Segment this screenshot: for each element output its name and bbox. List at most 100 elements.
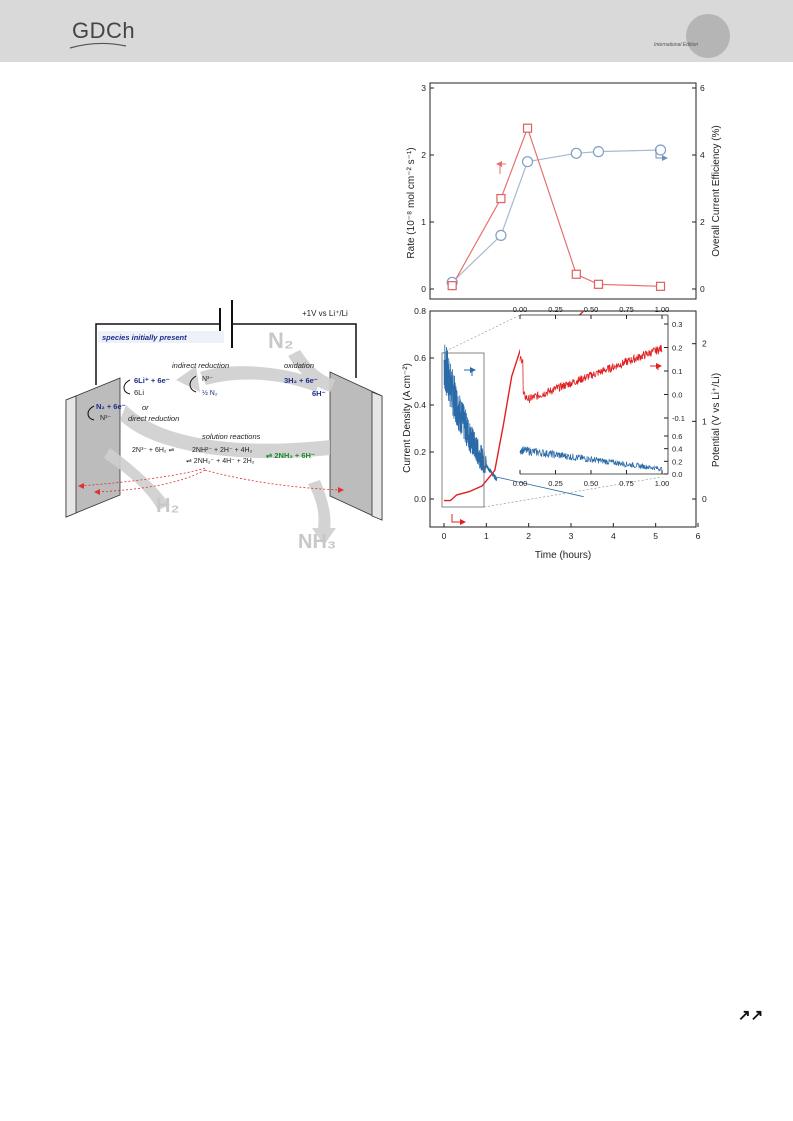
species-label: species initially present bbox=[102, 333, 187, 342]
inset-right-top-tick-label: 0.2 bbox=[672, 344, 682, 353]
red-arrowheads bbox=[78, 483, 344, 495]
top-right-tick-label: 4 bbox=[700, 150, 705, 160]
rate-axis-arrowhead bbox=[496, 161, 502, 167]
journal-header: GDCh International Edition bbox=[0, 0, 793, 62]
inset-potential-trace bbox=[519, 345, 663, 403]
voltage-label: +1V vs Li⁺/Li bbox=[302, 309, 348, 318]
inset-bottom-x-tick-label: 0.75 bbox=[619, 479, 634, 488]
solution-left: 2N³⁻ + 6H₂ ⇌ bbox=[132, 447, 175, 454]
top-left-tick-label: 1 bbox=[421, 217, 426, 227]
efficiency-point bbox=[570, 147, 582, 159]
li-product: 6Li bbox=[134, 388, 144, 397]
logo-swoosh-icon bbox=[69, 42, 127, 49]
inset-right-bottom-tick-label: 0.4 bbox=[672, 445, 682, 454]
oxidation-label: oxidation bbox=[284, 361, 314, 370]
bottom-left-tick-label: 0.2 bbox=[414, 447, 426, 457]
top-plot-frame bbox=[429, 82, 697, 300]
bottom-left-tick-label: 0.0 bbox=[414, 494, 426, 504]
bottom-ylabel-right: Potential (V vs Li⁺/Li) bbox=[711, 373, 722, 467]
or-label: or bbox=[142, 403, 149, 412]
bottom-xlabel: Time (hours) bbox=[535, 550, 591, 561]
inset-bottom-x-tick-label: 1.00 bbox=[655, 479, 670, 488]
efficiency-point bbox=[592, 146, 605, 158]
bottom-ylabel-left: Current Density (A cm⁻²) bbox=[402, 363, 413, 473]
bottom-left-tick-label: 0.6 bbox=[414, 353, 426, 363]
top-right-tick-label: 2 bbox=[700, 217, 705, 227]
zoom-box bbox=[441, 352, 485, 508]
gas-n2-label: N₂ bbox=[268, 328, 294, 353]
inset-right-bottom-tick-label: 0.6 bbox=[672, 432, 682, 441]
inset-right-top-tick-label: 0.3 bbox=[672, 320, 682, 329]
continue-arrows-icon: ↗↗ bbox=[738, 1007, 764, 1024]
h2-reaction: 3H₂ + 6e⁻ bbox=[284, 376, 318, 385]
zoom-line-top bbox=[441, 314, 521, 354]
inset-right-top-tick-label: 0.1 bbox=[672, 367, 682, 376]
top-ylabel-right: Overall Current Efficiency (%) bbox=[711, 125, 722, 257]
red-dashed-arrows bbox=[79, 467, 341, 493]
inset-current-trace bbox=[519, 446, 663, 472]
rate-point bbox=[571, 269, 581, 279]
bottom-x-tick-label: 5 bbox=[653, 531, 658, 541]
zoom-line-bottom bbox=[483, 475, 669, 508]
potential-axis-arrowhead bbox=[460, 519, 466, 525]
bottom-x-tick-label: 6 bbox=[696, 531, 701, 541]
inset-top-x-tick-label: 0.50 bbox=[584, 305, 599, 314]
solution-reactions-label: solution reactions bbox=[202, 432, 261, 441]
edition-label: International Edition bbox=[654, 42, 699, 48]
rate-point bbox=[447, 281, 457, 291]
indirect-reduction-label: indirect reduction bbox=[172, 361, 229, 370]
top-right-tick-label: 0 bbox=[700, 284, 705, 294]
bottom-plot-frame bbox=[429, 310, 697, 528]
inset-top-x-tick-label: 1.00 bbox=[655, 305, 670, 314]
potential-axis-arrow bbox=[451, 514, 462, 523]
efficiency-point bbox=[521, 156, 534, 168]
top-ylabel-left: Rate (10⁻⁸ mol cm⁻² s⁻¹) bbox=[406, 147, 417, 258]
li-reaction: 6Li⁺ + 6e⁻ bbox=[134, 376, 170, 385]
current-axis-arrowhead bbox=[470, 367, 476, 373]
bottom-right-tick-label: 1 bbox=[702, 416, 707, 426]
efficiency-point bbox=[495, 229, 507, 241]
rate-point bbox=[593, 279, 604, 289]
inset-right-top-tick-label: -0.1 bbox=[672, 414, 685, 423]
bottom-x-tick-label: 1 bbox=[484, 531, 489, 541]
inset-top-x-tick-label: 0.00 bbox=[513, 305, 528, 314]
efficiency-line bbox=[451, 149, 661, 283]
gas-nh3-label: NH₃ bbox=[298, 531, 336, 553]
rate-line bbox=[451, 126, 661, 287]
solution-line1: 2NH²⁻ + 2H⁻ + 4H₂ bbox=[192, 447, 253, 454]
solution-right: ⇌ 2NH₃ + 6H⁻ bbox=[266, 451, 315, 460]
top-left-tick-label: 2 bbox=[421, 150, 426, 160]
n2-direct: N₂ + 6e⁻ bbox=[96, 402, 126, 411]
inset-top-x-tick-label: 0.25 bbox=[548, 305, 563, 314]
inset-right-top-tick-label: 0.0 bbox=[672, 391, 682, 400]
current-density-trace bbox=[443, 344, 584, 498]
bottom-left-tick-label: 0.4 bbox=[414, 400, 426, 410]
inset-bottom-x-tick-label: 0.00 bbox=[513, 479, 528, 488]
edition-badge bbox=[686, 14, 730, 58]
h-minus: 6H⁻ bbox=[312, 389, 326, 398]
bottom-left-tick-label: 0.8 bbox=[414, 306, 426, 316]
small-curve-arrows bbox=[87, 375, 197, 421]
bottom-x-tick-label: 3 bbox=[569, 531, 574, 541]
top-right-tick-label: 6 bbox=[700, 83, 705, 93]
inset-bottom-x-tick-label: 0.25 bbox=[548, 479, 563, 488]
inset-top-x-tick-label: 0.75 bbox=[619, 305, 634, 314]
inset-potential-arrowhead bbox=[656, 363, 662, 369]
solution-line2: ⇌ 2NH₂⁻ + 4H⁻ + 2H₂ bbox=[186, 458, 255, 465]
bottom-right-tick-label: 0 bbox=[702, 494, 707, 504]
half-n2: ½ N₂ bbox=[202, 389, 218, 397]
species-box bbox=[98, 331, 224, 343]
bottom-x-tick-label: 4 bbox=[611, 531, 616, 541]
efficiency-axis-arrow bbox=[655, 148, 664, 159]
bottom-right-tick-label: 2 bbox=[702, 339, 707, 349]
direct-reduction-label: direct reduction bbox=[128, 414, 179, 423]
rate-point bbox=[522, 123, 533, 133]
rate-point bbox=[496, 193, 506, 204]
n3-top: N³⁻ bbox=[202, 376, 213, 383]
efficiency-axis-arrowhead bbox=[662, 155, 668, 161]
inset-bottom-x-tick-label: 0.50 bbox=[584, 479, 599, 488]
circuit-wire bbox=[95, 300, 357, 385]
n3-direct: N³⁻ bbox=[100, 415, 111, 422]
gdch-logo: GDCh bbox=[72, 18, 136, 43]
